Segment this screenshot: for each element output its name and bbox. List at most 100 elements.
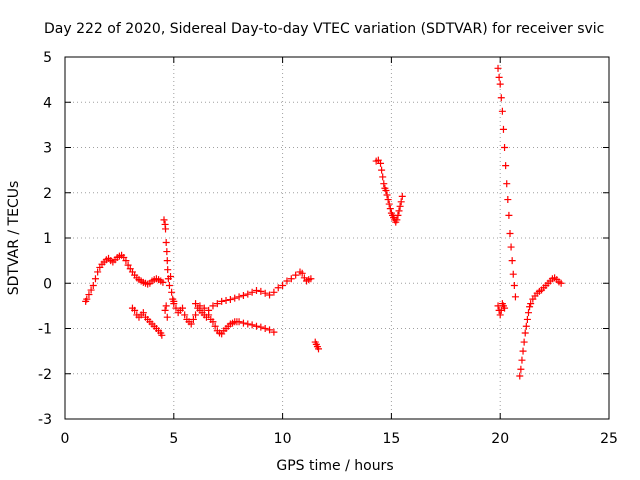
data-point: [270, 288, 278, 296]
data-point: [498, 107, 506, 115]
data-point: [196, 302, 204, 310]
data-point: [192, 300, 200, 308]
data-point: [248, 288, 256, 296]
data-point: [495, 73, 503, 81]
data-point: [187, 320, 195, 328]
data-point: [279, 282, 287, 290]
data-point: [172, 304, 180, 312]
y-tick-label: 0: [43, 276, 52, 292]
data-point: [162, 302, 170, 310]
data-point: [393, 216, 401, 224]
data-point: [287, 275, 295, 283]
y-tick-label: 4: [43, 95, 52, 111]
data-point: [270, 328, 278, 336]
data-point: [527, 300, 535, 308]
data-point: [382, 186, 390, 194]
data-point: [522, 322, 530, 330]
x-tick-label: 10: [274, 431, 292, 447]
data-point: [261, 325, 269, 332]
data-point: [557, 279, 565, 287]
data-point: [496, 311, 504, 319]
x-tick-label: 5: [169, 431, 178, 447]
x-axis-label: GPS time / hours: [276, 458, 393, 474]
data-point: [396, 202, 404, 210]
data-point: [497, 94, 505, 102]
data-point: [252, 286, 260, 294]
data-point: [501, 144, 509, 151]
data-point: [274, 284, 282, 292]
data-point: [518, 356, 526, 364]
data-point: [379, 173, 387, 181]
data-point: [496, 80, 504, 88]
data-point: [397, 198, 405, 206]
grid: [65, 57, 609, 419]
data-point: [168, 288, 176, 296]
data-point: [163, 313, 171, 321]
y-tick-label: 2: [43, 186, 52, 202]
data-point: [161, 306, 169, 314]
data-point: [505, 211, 513, 219]
data-marks: [82, 64, 565, 380]
data-point: [504, 196, 512, 204]
data-point: [158, 331, 166, 339]
data-point: [163, 248, 171, 256]
data-point: [192, 311, 200, 319]
data-point: [179, 304, 187, 312]
data-point: [87, 286, 95, 294]
x-tick-label: 20: [491, 431, 509, 447]
data-point: [209, 302, 217, 310]
data-point: [211, 322, 219, 330]
data-point: [89, 282, 97, 290]
data-point: [510, 282, 518, 290]
data-point: [398, 192, 406, 200]
data-point: [139, 309, 147, 317]
data-point: [266, 291, 274, 299]
data-point: [386, 205, 394, 213]
data-point: [170, 300, 178, 308]
data-point: [526, 303, 534, 311]
data-point: [159, 278, 167, 286]
data-point: [257, 287, 265, 295]
data-point: [494, 64, 502, 72]
data-point: [200, 304, 208, 312]
data-point: [384, 196, 392, 204]
x-tick-label: 0: [61, 431, 70, 447]
y-tick-label: 1: [43, 231, 52, 247]
data-point: [315, 345, 323, 353]
data-point: [506, 229, 514, 237]
data-point: [292, 271, 300, 279]
data-point: [165, 282, 173, 290]
data-point: [503, 180, 511, 188]
data-point: [231, 294, 239, 302]
data-point: [213, 300, 221, 308]
data-point: [205, 306, 213, 314]
data-point: [520, 338, 528, 346]
data-point: [83, 295, 91, 303]
data-point: [499, 125, 507, 133]
data-point: [508, 257, 516, 265]
tick-labels: 0 5 10 15 20 25 -3 -2 -1 0 1 2 3 4 5: [38, 50, 618, 447]
data-point: [519, 347, 527, 355]
data-point: [164, 266, 172, 274]
data-point: [162, 225, 170, 233]
data-point: [283, 277, 291, 285]
data-point: [511, 293, 519, 301]
data-point: [516, 372, 524, 380]
y-tick-label: 5: [43, 50, 52, 66]
data-point: [222, 296, 230, 304]
data-point: [189, 315, 197, 323]
data-point: [257, 323, 265, 331]
data-point: [244, 320, 252, 328]
y-tick-label: 3: [43, 141, 52, 157]
data-point: [235, 293, 243, 301]
data-point: [507, 243, 515, 251]
data-point: [383, 191, 391, 199]
data-point: [377, 159, 385, 167]
data-point: [181, 311, 189, 319]
data-point: [378, 166, 386, 174]
data-point: [252, 322, 260, 330]
data-point: [395, 207, 403, 215]
data-point: [266, 326, 274, 334]
data-point: [167, 272, 175, 280]
data-point: [521, 329, 529, 337]
